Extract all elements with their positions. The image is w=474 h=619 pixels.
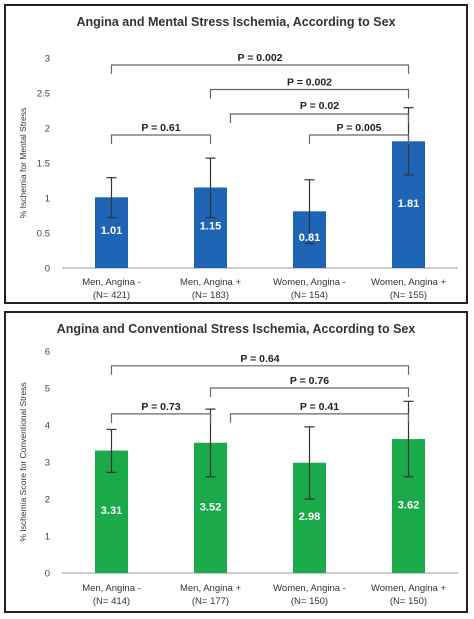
y-tick-label: 1 [45,532,50,543]
y-tick-label: 5 [45,384,50,395]
significance-bracket-2 [229,413,410,423]
chart-title: Angina and Conventional Stress Ischemia,… [57,322,416,336]
y-tick-label: 3 [45,458,50,469]
y-axis-label: % Ischemia Score for Conventional Stress [18,382,28,541]
p-value-label-0: P = 0.002 [237,52,282,64]
category-n-label-3: (N= 155) [390,290,427,301]
p-value-label-0: P = 0.64 [240,353,279,365]
category-n-label-1: (N= 177) [192,596,229,607]
significance-bracket-0 [110,64,410,74]
y-tick-label: 1.5 [37,159,50,170]
significance-bracket-2 [229,113,410,123]
data-label-1: 3.52 [200,501,221,513]
category-label-0: Men, Angina - [82,277,141,288]
chart-conventional-stress: Angina and Conventional Stress Ischemia,… [18,322,458,607]
category-n-label-2: (N= 150) [291,596,328,607]
p-value-label-2: P = 0.41 [300,401,339,413]
y-tick-label: 1 [45,194,50,205]
p-value-label-2: P = 0.02 [300,100,339,112]
category-label-0: Men, Angina - [82,583,141,594]
data-label-3: 1.81 [398,198,419,210]
category-n-label-1: (N= 183) [192,290,229,301]
chart-mental-stress: Angina and Mental Stress Ischemia, Accor… [18,15,458,301]
category-label-3: Women, Angina + [371,277,447,288]
significance-bracket-3 [308,134,410,144]
y-tick-label: 0.5 [37,229,50,240]
p-value-label-4: P = 0.61 [141,122,180,134]
data-label-2: 2.98 [299,511,320,523]
p-value-label-3: P = 0.73 [141,401,180,413]
chart-panel-conventional-stress: Angina and Conventional Stress Ischemia,… [4,311,468,613]
data-label-0: 3.31 [101,505,122,517]
p-value-label-3: P = 0.005 [336,122,381,134]
significance-bracket-1 [209,88,410,99]
data-label-2: 0.81 [299,232,320,244]
category-label-2: Women, Angina - [273,583,346,594]
y-tick-label: 0 [45,569,50,580]
y-tick-label: 6 [45,347,50,358]
y-axis-label: % Ischemia for Mental Stress [18,108,28,219]
significance-bracket-1 [209,387,410,397]
y-tick-label: 3 [45,54,50,65]
y-tick-label: 2 [45,124,50,135]
data-label-1: 1.15 [200,220,221,232]
category-n-label-3: (N= 150) [390,596,427,607]
category-label-1: Men, Angina + [180,277,241,288]
category-label-3: Women, Angina + [371,583,447,594]
category-n-label-0: (N= 421) [93,290,130,301]
significance-bracket-4 [110,134,212,144]
y-tick-label: 2 [45,495,50,506]
data-label-0: 1.01 [101,225,122,237]
category-label-1: Men, Angina + [180,583,241,594]
y-tick-label: 2.5 [37,89,50,100]
p-value-label-1: P = 0.76 [290,375,329,387]
chart-panel-mental-stress: Angina and Mental Stress Ischemia, Accor… [4,4,468,304]
p-value-label-1: P = 0.002 [287,77,332,89]
significance-bracket-0 [110,365,410,375]
data-label-3: 3.62 [398,500,419,512]
y-tick-label: 0 [45,264,50,275]
y-tick-label: 4 [45,421,50,432]
category-n-label-0: (N= 414) [93,596,130,607]
category-n-label-2: (N= 154) [291,290,328,301]
category-label-2: Women, Angina - [273,277,346,288]
significance-bracket-3 [110,413,212,423]
chart-title: Angina and Mental Stress Ischemia, Accor… [76,15,395,29]
